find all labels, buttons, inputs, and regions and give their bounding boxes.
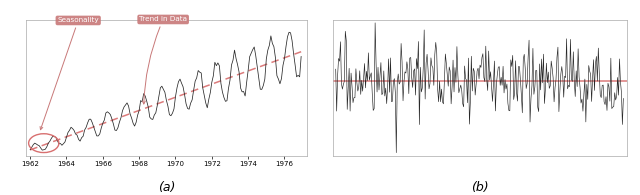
- Text: (a): (a): [157, 181, 175, 194]
- Text: Seasonality: Seasonality: [40, 17, 99, 130]
- Text: (b): (b): [471, 181, 489, 194]
- Text: Trend in Data: Trend in Data: [139, 16, 187, 104]
